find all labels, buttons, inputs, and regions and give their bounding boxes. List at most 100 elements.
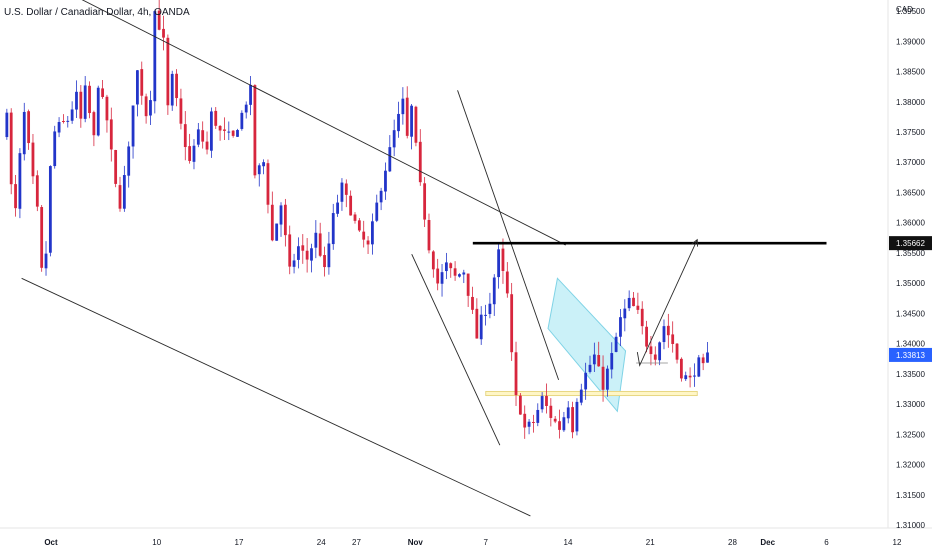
candle-body <box>431 251 435 270</box>
candle-body <box>214 110 218 126</box>
y-tick-label: 1.31000 <box>896 521 925 530</box>
candle-body <box>684 375 688 380</box>
channel-lower-line[interactable] <box>21 277 531 517</box>
steep-line-left[interactable] <box>411 253 501 446</box>
candle-body <box>92 112 96 136</box>
y-tick-label: 1.38500 <box>896 68 925 77</box>
y-axis-unit: CAD <box>896 5 913 14</box>
candle-body <box>336 202 339 214</box>
y-tick-label: 1.39500 <box>896 7 925 16</box>
candle-body <box>240 112 244 129</box>
y-tick-label: 1.38000 <box>896 98 925 107</box>
candle-body <box>153 11 157 102</box>
candle-body <box>601 366 605 390</box>
x-tick-label: 12 <box>893 538 902 547</box>
candle-body <box>606 368 609 390</box>
candle-body <box>131 105 135 147</box>
candle-body <box>436 268 440 284</box>
candle-body <box>636 305 640 310</box>
candle-body <box>592 354 596 365</box>
candle-body <box>249 84 252 105</box>
candle-body <box>614 336 618 352</box>
candle-body <box>649 346 653 355</box>
candle-body <box>427 220 431 251</box>
candle-body <box>114 150 118 184</box>
candle-body <box>188 146 192 161</box>
drawings-front-layer <box>21 0 827 517</box>
candle-body <box>679 358 683 379</box>
y-tick-label: 1.34000 <box>896 340 925 349</box>
candle-body <box>253 85 257 176</box>
y-tick-label: 1.35000 <box>896 279 925 288</box>
candle-body <box>675 343 679 360</box>
candle-body <box>645 326 648 347</box>
candle-body <box>671 334 675 344</box>
candle-body <box>658 342 662 361</box>
candle-body <box>48 166 52 253</box>
y-tick-label: 1.37500 <box>896 128 925 137</box>
candle-body <box>527 421 531 427</box>
candle-body <box>83 85 87 119</box>
candle-body <box>327 243 331 268</box>
candle-body <box>571 407 574 433</box>
candle-body <box>466 273 470 296</box>
x-tick-label: 10 <box>152 538 161 547</box>
x-tick-label: 21 <box>646 538 655 547</box>
candle-body <box>105 96 109 121</box>
candle-body <box>414 106 418 143</box>
candle-body <box>170 73 174 106</box>
support-zone[interactable] <box>485 390 698 397</box>
candle-body <box>201 130 205 142</box>
candle-body <box>444 262 448 272</box>
candle-body <box>471 296 474 310</box>
candle-body <box>497 249 501 278</box>
steep-line-right[interactable] <box>457 90 560 381</box>
candle-body <box>331 213 335 245</box>
candle-body <box>127 146 131 176</box>
candle-body <box>397 113 400 132</box>
candle-body <box>57 122 61 133</box>
candle-body <box>270 204 274 241</box>
candle-body <box>62 120 65 122</box>
candle-body <box>632 297 635 307</box>
candle-body <box>366 240 370 245</box>
candle-body <box>75 91 78 110</box>
symbol-title: U.S. Dollar / Canadian Dollar, 4h, OANDA <box>4 7 190 18</box>
candle-body <box>31 142 35 177</box>
candle-body <box>418 141 422 183</box>
candle-body <box>462 272 466 275</box>
candle-body <box>297 246 300 260</box>
axes-layer: CAD 1.31000 1.31500 1.32000 1.32500 1.33000 1.… <box>44 5 932 547</box>
y-tick-label: 1.32000 <box>896 461 925 470</box>
candle-body <box>549 405 553 418</box>
candle-body <box>392 130 396 148</box>
y-tick-label: 1.31500 <box>896 491 925 500</box>
candle-body <box>175 73 178 99</box>
x-tick-label: 28 <box>728 538 737 547</box>
candle-body <box>384 170 387 192</box>
x-tick-label: Oct <box>44 538 58 547</box>
candle-body <box>22 111 26 155</box>
x-tick-label: 27 <box>352 538 361 547</box>
candle-body <box>540 396 544 410</box>
level-price-tag <box>889 236 932 251</box>
candle-body <box>640 308 644 327</box>
candle-body <box>275 223 279 241</box>
projection-arrow[interactable] <box>636 239 698 367</box>
candle-body <box>514 352 518 395</box>
candle-body <box>688 375 692 378</box>
candle-body <box>53 131 57 167</box>
candle-body <box>584 372 588 390</box>
candle-body <box>492 277 496 305</box>
candle-body <box>149 100 152 116</box>
channel-upper-line[interactable] <box>57 0 566 246</box>
x-tick-label: 7 <box>484 538 489 547</box>
candle-body <box>27 111 31 144</box>
candle-body <box>218 125 222 131</box>
y-tick-label: 1.36500 <box>896 188 925 197</box>
candle-body <box>653 354 657 360</box>
candle-body <box>323 255 326 268</box>
